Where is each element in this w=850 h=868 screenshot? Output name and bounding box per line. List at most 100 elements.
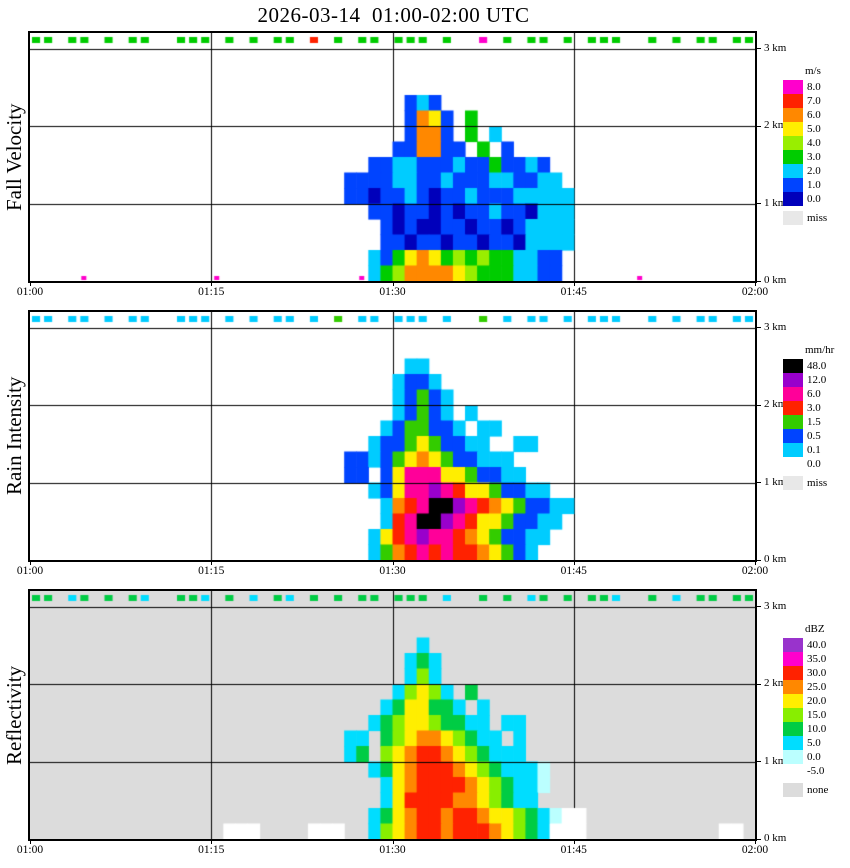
legend-color-swatch: [783, 708, 803, 722]
legend-value-label: none: [807, 783, 829, 796]
legend-entry: 5.0: [783, 736, 828, 750]
height-tick-mark: [757, 761, 761, 762]
rain-intensity-heatmap: [30, 312, 755, 560]
legend-value-label: miss: [807, 211, 828, 224]
legend-value-label: 5.0: [807, 736, 821, 749]
time-tick-label: 02:00: [741, 565, 769, 577]
time-tick-label: 01:00: [16, 565, 44, 577]
height-tick-mark: [757, 838, 761, 840]
legend-value-label: 2.0: [807, 164, 821, 177]
height-tick-label: 0 km: [764, 832, 787, 844]
legend-color-swatch: [783, 638, 803, 652]
legend-value-label: -5.0: [807, 764, 825, 777]
legend-missing-entry: miss: [783, 211, 827, 225]
height-tick-mark: [757, 683, 761, 685]
legend-value-label: 12.0: [807, 373, 827, 386]
legend-color-swatch: [783, 164, 803, 178]
legend-value-label: 40.0: [807, 638, 827, 651]
fall-velocity-legend: m/s 8.0 7.0 6.0 5.0 4.0 3.0 2.0 1.0 0.0 miss: [783, 65, 827, 225]
height-tick-mark: [757, 203, 761, 204]
legend-value-label: 0.0: [807, 457, 821, 470]
time-tick-mark: [211, 841, 212, 844]
time-tick-label: 02:00: [741, 844, 769, 856]
time-tick-label: 01:15: [198, 844, 225, 856]
time-tick-mark: [30, 562, 31, 565]
legend-value-label: 25.0: [807, 680, 827, 693]
height-tick-label: 3 km: [764, 599, 787, 612]
time-tick-mark: [574, 841, 575, 844]
reflectivity-legend: dBZ 40.0 35.0 30.0 25.0 20.0 15.0 10.0 5.0 0.0 -5.…: [783, 623, 828, 797]
height-tick-label: 0 km: [764, 553, 787, 565]
legend-color-swatch: [783, 652, 803, 666]
legend-entry: 5.0: [783, 122, 827, 136]
time-tick-mark: [211, 562, 212, 565]
time-tick-label: 01:30: [379, 286, 406, 298]
legend-value-label: 20.0: [807, 694, 827, 707]
legend-value-label: 15.0: [807, 708, 827, 721]
height-tick-mark: [757, 327, 761, 328]
fall-velocity-heatmap: [30, 33, 755, 281]
legend-value-label: 0.0: [807, 750, 821, 763]
legend-entry: 6.0: [783, 108, 827, 122]
time-tick-label: 01:30: [379, 565, 406, 577]
legend-entry: 30.0: [783, 666, 828, 680]
time-tick-label: 02:00: [741, 286, 769, 298]
height-tick-mark: [757, 482, 761, 483]
height-tick-mark: [757, 404, 761, 406]
height-tick-label: 2 km: [764, 677, 787, 689]
time-tick-mark: [393, 283, 394, 286]
legend-entry: 25.0: [783, 680, 828, 694]
legend-color-swatch: [783, 192, 803, 206]
legend-entry: 0.5: [783, 429, 834, 443]
legend-entry: 10.0: [783, 722, 828, 736]
legend-color-swatch: [783, 211, 803, 225]
legend-entry: 40.0: [783, 638, 828, 652]
reflectivity-heatmap: [30, 591, 755, 839]
legend-color-swatch: [783, 178, 803, 192]
rain-intensity-axis-label: Rain Intensity: [2, 376, 26, 496]
height-tick-label: 2 km: [764, 398, 787, 410]
legend-value-label: 4.0: [807, 136, 821, 149]
height-tick-mark: [757, 606, 761, 607]
legend-entry: 7.0: [783, 94, 827, 108]
height-tick-mark: [757, 48, 761, 49]
legend-entry: 15.0: [783, 708, 828, 722]
height-axis: 3 km 2 km 1 km 0 km: [757, 589, 802, 845]
legend-color-swatch: [783, 108, 803, 122]
panel-fall-velocity: Fall Velocity 3 km 2 km 1 km 0 km 01:00 01:1…: [0, 31, 850, 310]
legend-color-swatch: [783, 387, 803, 401]
legend-color-swatch: [783, 750, 803, 764]
rain-intensity-legend: mm/hr 48.0 12.0 6.0 3.0 1.5 0.5 0.1 0.0 miss: [783, 344, 834, 490]
legend-value-label: 7.0: [807, 94, 821, 107]
legend-value-label: 1.0: [807, 178, 821, 191]
height-tick-mark: [757, 125, 761, 127]
legend-entry: 4.0: [783, 136, 827, 150]
height-axis: 3 km 2 km 1 km 0 km: [757, 31, 802, 287]
legend-missing-entry: none: [783, 783, 828, 797]
legend-color-swatch: [783, 694, 803, 708]
legend-entry: 6.0: [783, 387, 834, 401]
time-tick-label: 01:15: [198, 286, 225, 298]
time-tick-label: 01:00: [16, 844, 44, 856]
height-tick-mark: [757, 559, 761, 561]
reflectivity-legend-unit: dBZ: [805, 623, 825, 635]
legend-color-swatch: [783, 429, 803, 443]
height-tick-label: 1 km: [764, 196, 787, 209]
legend-color-swatch: [783, 443, 803, 457]
legend-entry: 48.0: [783, 359, 834, 373]
legend-entry: 35.0: [783, 652, 828, 666]
legend-color-swatch: [783, 401, 803, 415]
time-tick-mark: [574, 283, 575, 286]
legend-color-swatch: [783, 764, 803, 778]
legend-entry: 0.0: [783, 750, 828, 764]
time-tick-label: 01:45: [560, 286, 587, 298]
height-tick-label: 2 km: [764, 119, 787, 131]
time-axis: 01:00 01:15 01:30 01:45 02:00: [0, 31, 850, 298]
legend-value-label: 5.0: [807, 122, 821, 135]
legend-entry: 0.0: [783, 457, 834, 471]
time-axis: 01:00 01:15 01:30 01:45 02:00: [0, 310, 850, 577]
fall-velocity-axis-label: Fall Velocity: [2, 103, 26, 211]
legend-value-label: 3.0: [807, 150, 821, 163]
legend-entry: 3.0: [783, 401, 834, 415]
legend-value-label: 1.5: [807, 415, 821, 428]
